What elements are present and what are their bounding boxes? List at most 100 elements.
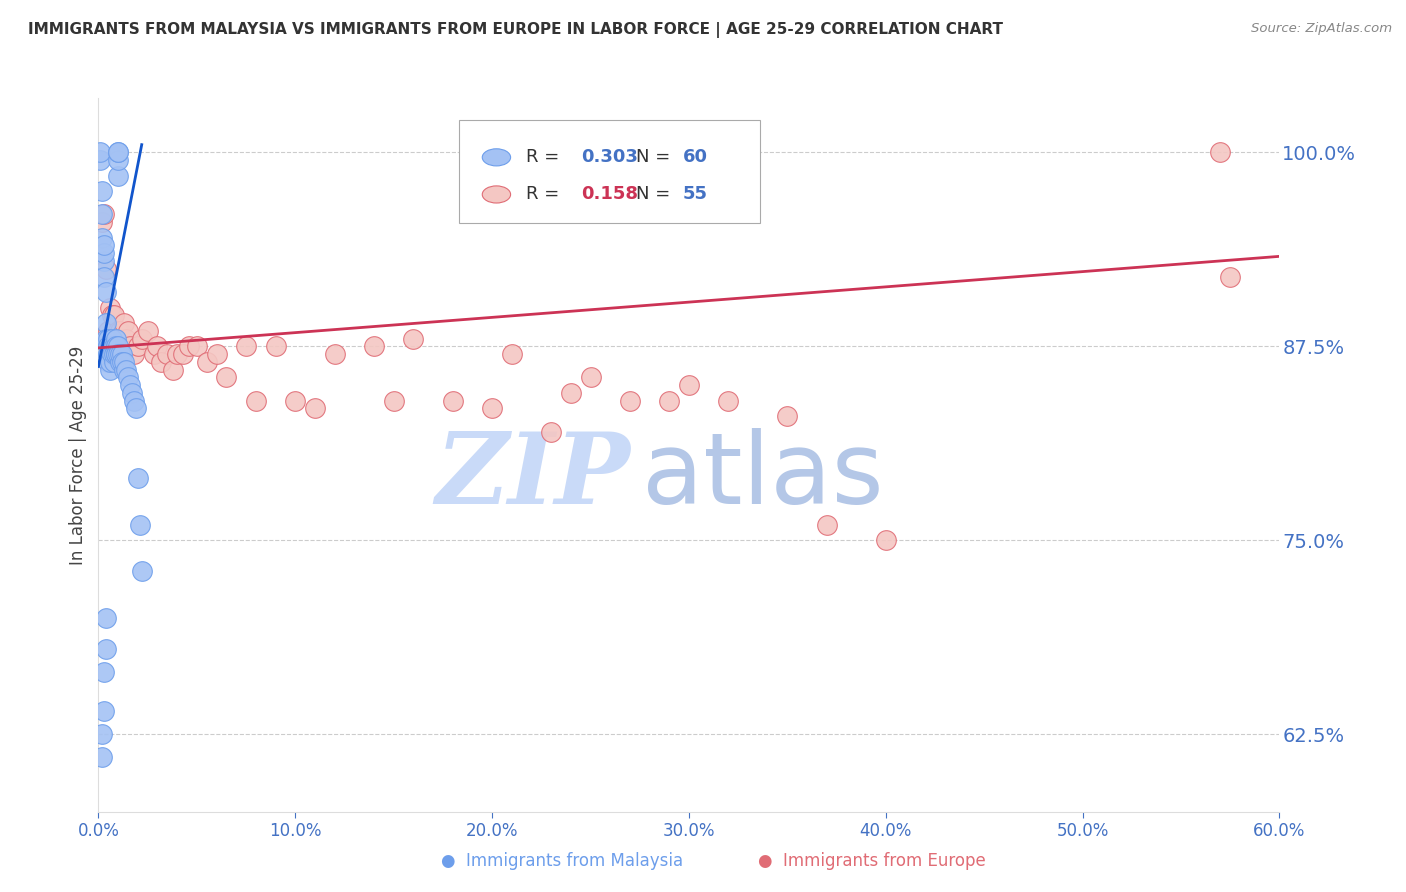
Point <box>127 339 149 353</box>
Point <box>93 246 115 260</box>
Point <box>142 347 165 361</box>
Point <box>118 378 141 392</box>
Point <box>97 347 120 361</box>
Point <box>93 238 115 252</box>
Point <box>101 339 124 353</box>
Point <box>101 347 124 361</box>
Point <box>97 347 120 361</box>
Point <box>441 393 464 408</box>
Point <box>97 355 120 369</box>
Point <box>107 347 129 361</box>
Point <box>93 665 115 679</box>
Text: N =: N = <box>636 148 671 166</box>
Point <box>91 231 114 245</box>
Point <box>93 704 115 718</box>
Text: atlas: atlas <box>641 428 883 524</box>
Point <box>103 355 125 369</box>
Point <box>98 301 121 315</box>
Point <box>128 517 150 532</box>
Point <box>112 316 135 330</box>
Point <box>215 370 238 384</box>
Point <box>103 308 125 322</box>
Point <box>97 339 120 353</box>
Point <box>96 641 118 656</box>
Text: ●  Immigrants from Europe: ● Immigrants from Europe <box>758 852 986 870</box>
Point <box>89 153 111 168</box>
Text: ●  Immigrants from Malaysia: ● Immigrants from Malaysia <box>441 852 683 870</box>
Point <box>875 533 897 548</box>
Point <box>815 517 838 532</box>
Point <box>98 355 121 369</box>
Text: 55: 55 <box>683 186 709 203</box>
Point <box>103 347 125 361</box>
Point <box>111 355 134 369</box>
Point <box>105 332 128 346</box>
Point <box>101 332 124 346</box>
Point <box>125 401 148 416</box>
Point <box>146 339 169 353</box>
Point <box>121 385 143 400</box>
Text: Source: ZipAtlas.com: Source: ZipAtlas.com <box>1251 22 1392 36</box>
Point <box>91 215 114 229</box>
Point <box>97 339 120 353</box>
Point <box>156 347 179 361</box>
Point <box>195 355 218 369</box>
Point <box>98 362 121 376</box>
Point <box>323 347 346 361</box>
Point <box>1219 269 1241 284</box>
Point <box>678 378 700 392</box>
Point <box>107 169 129 183</box>
Point <box>122 393 145 408</box>
Point <box>115 362 138 376</box>
Point <box>96 332 118 346</box>
Point <box>131 564 153 578</box>
Point <box>98 347 121 361</box>
Point <box>363 339 385 353</box>
Point <box>96 261 118 276</box>
Point <box>245 393 267 408</box>
Point <box>304 401 326 416</box>
Point <box>96 285 118 299</box>
Point <box>166 347 188 361</box>
Point <box>177 339 200 353</box>
Point <box>105 347 128 361</box>
FancyBboxPatch shape <box>458 120 759 223</box>
Point <box>108 347 131 361</box>
Point <box>93 254 115 268</box>
Point <box>117 370 139 384</box>
Point <box>103 339 125 353</box>
Point <box>284 393 307 408</box>
Point <box>776 409 799 424</box>
Text: IMMIGRANTS FROM MALAYSIA VS IMMIGRANTS FROM EUROPE IN LABOR FORCE | AGE 25-29 CO: IMMIGRANTS FROM MALAYSIA VS IMMIGRANTS F… <box>28 22 1002 38</box>
Point <box>579 370 602 384</box>
Point <box>96 611 118 625</box>
Point <box>1209 145 1232 160</box>
Point <box>96 316 118 330</box>
Point <box>136 324 159 338</box>
Point <box>131 332 153 346</box>
Text: 0.158: 0.158 <box>582 186 638 203</box>
Point <box>107 324 129 338</box>
Text: 60: 60 <box>683 148 709 166</box>
Point <box>97 324 120 338</box>
Point <box>107 153 129 168</box>
Point <box>658 393 681 408</box>
Text: N =: N = <box>636 186 671 203</box>
Point <box>264 339 287 353</box>
Point <box>540 425 562 439</box>
Point <box>91 184 114 198</box>
Point <box>108 355 131 369</box>
Point <box>717 393 740 408</box>
Point <box>108 324 131 338</box>
Circle shape <box>482 149 510 166</box>
Point <box>107 339 129 353</box>
Point <box>111 347 134 361</box>
Text: R =: R = <box>526 186 560 203</box>
Point <box>501 347 523 361</box>
Point <box>235 339 257 353</box>
Point <box>186 339 208 353</box>
Y-axis label: In Labor Force | Age 25-29: In Labor Force | Age 25-29 <box>69 345 87 565</box>
Point <box>91 750 114 764</box>
Point <box>98 339 121 353</box>
Point <box>93 207 115 221</box>
